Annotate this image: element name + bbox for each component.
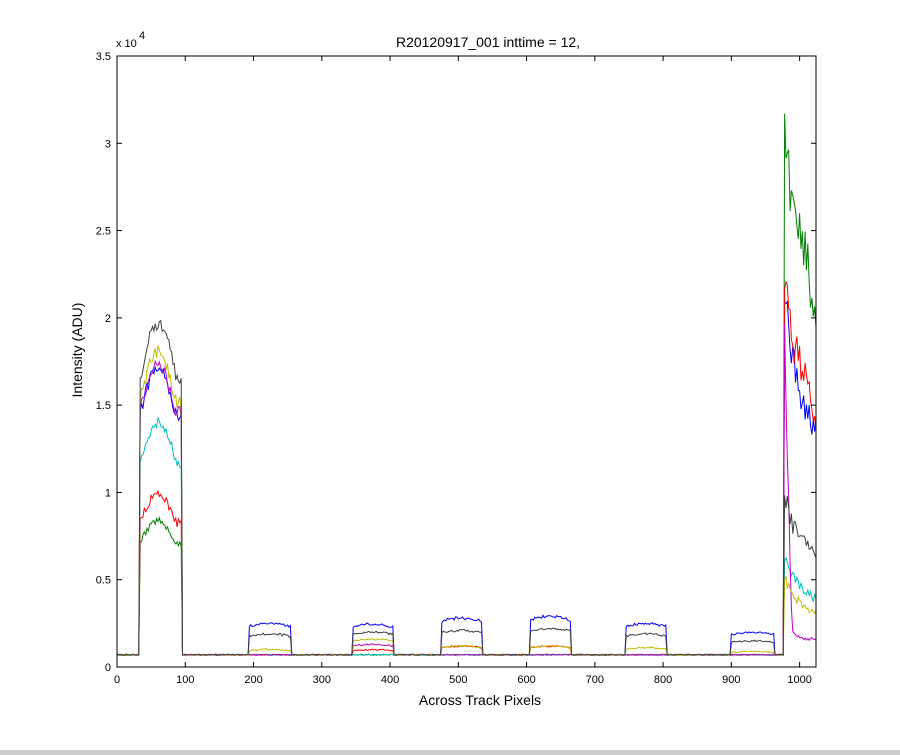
x-tick-label: 600 bbox=[517, 674, 535, 686]
x-axis: 0 100 200 300 400 500 600 700 800 900 1000 bbox=[114, 56, 812, 686]
y-tick-label: 2.5 bbox=[96, 226, 111, 238]
y-tick-label: 3.5 bbox=[96, 51, 111, 63]
y-tick-label: 2 bbox=[105, 313, 111, 325]
y-axis: 0 0.5 1 1.5 2 2.5 3 3.5 bbox=[96, 51, 816, 674]
y-tick-label: 0 bbox=[105, 662, 111, 674]
y-tick-label: 1.5 bbox=[96, 400, 111, 412]
y-tick-label: 3 bbox=[105, 138, 111, 150]
chart-title: R20120917_001 inttime = 12, bbox=[396, 34, 580, 50]
x-tick-label: 100 bbox=[176, 674, 194, 686]
series-layer bbox=[116, 113, 817, 657]
x-tick-label: 200 bbox=[244, 674, 262, 686]
x-tick-label: 400 bbox=[381, 674, 399, 686]
y-axis-label: Intensity (ADU) bbox=[69, 303, 85, 398]
x-tick-label: 700 bbox=[586, 674, 604, 686]
y-exponent-label: x 10 bbox=[116, 38, 137, 50]
x-tick-label: 1000 bbox=[787, 674, 811, 686]
y-tick-label: 0.5 bbox=[96, 575, 111, 587]
x-tick-label: 800 bbox=[654, 674, 672, 686]
x-tick-label: 500 bbox=[449, 674, 467, 686]
y-exponent-power: 4 bbox=[139, 30, 145, 42]
y-tick-label: 1 bbox=[105, 487, 111, 499]
x-tick-label: 300 bbox=[313, 674, 331, 686]
x-tick-label: 0 bbox=[114, 674, 120, 686]
x-tick-label: 900 bbox=[722, 674, 740, 686]
x-axis-label: Across Track Pixels bbox=[419, 692, 541, 708]
series-line-7 bbox=[116, 319, 817, 656]
plot-frame bbox=[116, 55, 817, 668]
plot-area bbox=[117, 56, 816, 667]
